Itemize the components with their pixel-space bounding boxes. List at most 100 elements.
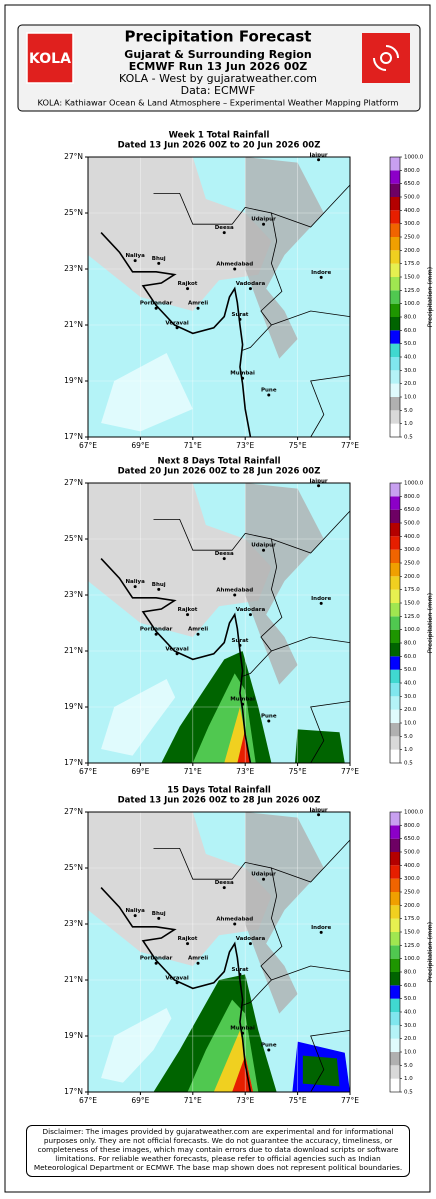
disclaimer: Disclaimer: The images provided by gujar… [26,1125,410,1177]
colorbar-band [390,589,400,603]
state-border [271,510,351,554]
city-label: Vadodara [236,281,266,287]
colorbar-band [390,157,400,171]
x-tick-label: 73°E [236,441,254,450]
y-tick-label: 21°N [64,975,83,984]
city-label: Pune [261,388,277,394]
colorbar-label: 60.0 [404,328,417,334]
x-tick-label: 67°E [79,441,97,450]
colorbar-label: 200.0 [404,903,420,909]
colorbar-band [390,838,400,852]
colorbar-band [390,237,400,251]
city-dot [233,593,237,597]
light-area [101,353,193,432]
city-label: Ahmedabad [216,917,253,923]
state-border [271,965,351,981]
city-label: Surat [231,967,248,973]
colorbar-label: 200.0 [404,248,420,254]
city-label: Jaipur [308,478,327,484]
colorbar-label: 150.0 [404,275,420,281]
dry-area [245,483,324,685]
city-dot [241,1031,245,1035]
colorbar-band [390,932,400,946]
y-tick-label: 17°N [64,1087,83,1096]
colorbar-band [390,1025,400,1039]
colorbar-band [390,197,400,211]
panel-dates: Dated 13 Jun 2026 00Z to 20 Jun 2026 00Z [118,141,321,151]
colorbar-band [390,1012,400,1026]
x-tick-label: 67°E [79,767,97,776]
colorbar-label: 150.0 [404,601,420,607]
colorbar-label: 1000.0 [404,810,424,816]
colorbar-band [390,343,400,357]
colorbar-band [390,656,400,670]
colorbar-band [390,918,400,932]
colorbar-band [390,317,400,331]
colorbar-band [390,183,400,197]
colorbar-label: 125.0 [404,943,420,949]
rain-area [237,729,251,763]
colorbar-label: 0.5 [404,1090,413,1096]
colorbar-frame [389,156,401,438]
colorbar-label: 1.0 [404,421,413,427]
y-tick-label: 19°N [64,376,83,385]
city-dot [238,317,242,321]
colorbar-band [390,549,400,563]
colorbar-label: 400.0 [404,863,420,869]
colorbar-band [390,683,400,697]
colorbar-band [390,330,400,344]
colorbar-label: 10.0 [404,1050,417,1056]
colorbar-band [390,1078,400,1092]
state-border [310,701,351,764]
coastline [100,232,252,438]
city-dot [319,275,323,279]
colorbar-band [390,383,400,397]
x-tick-label: 71°E [184,1096,202,1105]
city-dot [175,652,179,656]
colorbar-band [390,170,400,184]
colorbar-band [390,370,400,384]
city-dot [262,877,266,881]
colorbar-label: 5.0 [404,734,413,740]
city-label: Naliya [125,579,145,585]
colorbar-band [390,852,400,866]
colorbar-band [390,397,400,411]
rain-area [294,729,345,763]
state-border [310,1030,351,1093]
colorbar-label: 40.0 [404,355,417,361]
header-title: Precipitation Forecast [125,28,312,46]
colorbar-band [390,972,400,986]
city-label: Jaipur [308,807,327,813]
y-tick-label: 23°N [64,590,83,599]
x-tick-label: 75°E [289,767,307,776]
city-label: Indore [311,270,331,276]
colorbar-label: 300.0 [404,876,420,882]
colorbar-label: 20.0 [404,1036,417,1042]
x-tick-label: 69°E [131,441,149,450]
colorbar-label: 800.0 [404,168,420,174]
colorbar-band [390,303,400,317]
city-dot [241,376,245,380]
colorbar-label: 20.0 [404,381,417,387]
colorbar-label: 800.0 [404,823,420,829]
colorbar-label: 50.0 [404,996,417,1002]
colorbar-band [390,945,400,959]
city-dot [157,261,161,265]
swirl-icon [373,45,399,71]
colorbar-band [390,878,400,892]
city-dot [262,222,266,226]
city-dot [317,813,321,817]
y-tick-label: 19°N [64,1031,83,1040]
city-dot [248,613,252,617]
logo-right [362,33,410,83]
city-dot [186,942,190,946]
city-dot [238,643,242,647]
city-label: Rajkot [178,936,198,942]
colorbar-label: 125.0 [404,614,420,620]
colorbar-label: 0.5 [404,761,413,767]
colorbar-label: 250.0 [404,561,420,567]
city-label: Pune [261,1043,277,1049]
city-label: Bhuj [152,911,166,917]
colorbar-label: 1000.0 [404,155,424,161]
x-tick-label: 73°E [236,767,254,776]
